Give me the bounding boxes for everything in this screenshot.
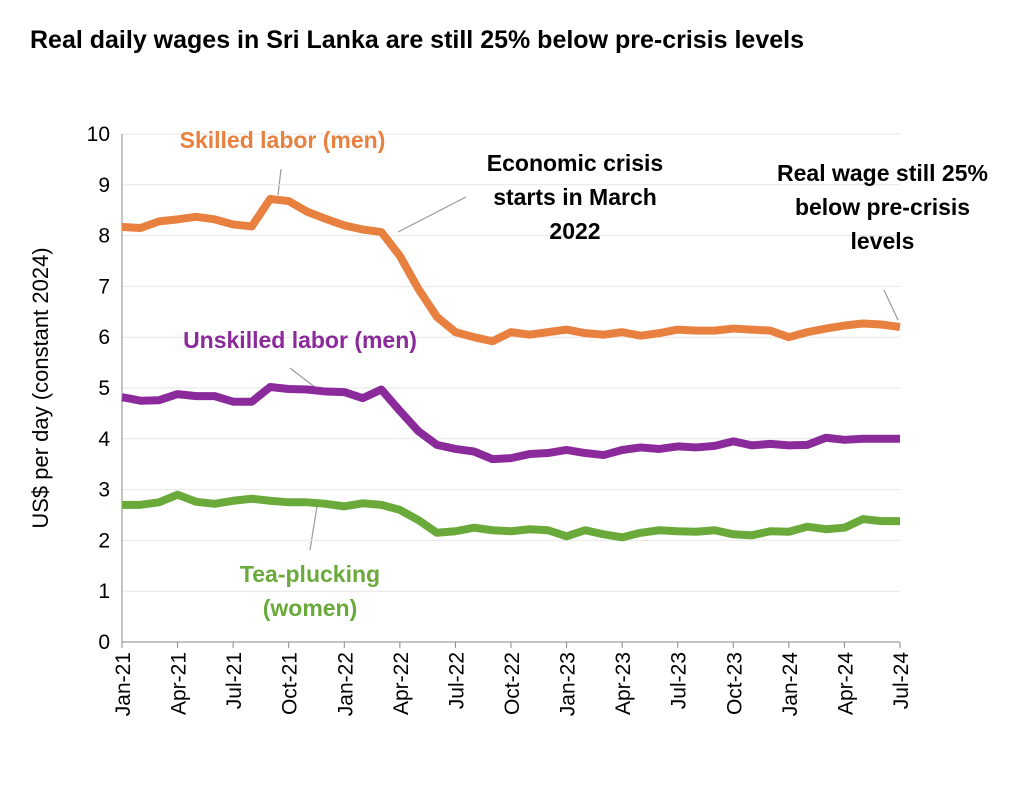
x-tick-label: Jan-23: [557, 652, 580, 716]
y-tick-label: 9: [98, 174, 110, 197]
series-label: Tea-plucking (women): [239, 561, 381, 621]
chart-title: Real daily wages in Sri Lanka are still …: [30, 26, 804, 54]
x-tick-label: Jul-21: [223, 652, 246, 709]
x-tick-label: Oct-23: [723, 652, 746, 715]
x-tick-label: Jul-23: [668, 652, 691, 709]
y-tick-label: 4: [98, 428, 110, 451]
x-tick-label: Jul-24: [890, 652, 913, 710]
y-tick-label: 1: [98, 580, 110, 603]
series-line: [122, 490, 900, 542]
leader-line: [309, 499, 319, 551]
series-label: Unskilled labor (men): [183, 327, 417, 353]
x-tick-label: Oct-21: [279, 652, 302, 715]
x-tick-label: Jan-21: [112, 652, 135, 716]
leader-line: [397, 196, 467, 233]
x-tick-label: Apr-24: [834, 652, 857, 715]
series-label: Skilled labor (men): [179, 127, 386, 153]
leader-line: [883, 289, 899, 321]
leader-lines: [277, 168, 899, 551]
x-tick-label: Apr-21: [168, 652, 191, 715]
leader-line: [277, 168, 282, 196]
x-tick-label: Apr-23: [612, 652, 635, 715]
y-axis-label: US$ per day (constant 2024): [28, 247, 53, 528]
y-tick-label: 5: [98, 377, 110, 400]
series-line: [121, 195, 901, 346]
annotation: Real wage still 25% below pre-crisis lev…: [777, 160, 988, 254]
y-tick-label: 7: [98, 275, 110, 298]
y-tick-label: 3: [98, 479, 110, 502]
x-tick-label: Apr-22: [390, 652, 413, 715]
x-tick-label: Jul-22: [445, 652, 468, 709]
x-tick-label: Jan-24: [779, 652, 802, 717]
annotation: Economic crisis starts in March 2022: [486, 150, 664, 244]
y-tick-label: 8: [98, 225, 110, 248]
leader-line: [289, 367, 317, 389]
y-tick-label: 2: [98, 529, 110, 552]
y-tick-label: 0: [98, 631, 110, 654]
y-tick-label: 10: [87, 123, 110, 146]
x-tick-label: Jan-22: [334, 652, 357, 716]
series-line: [121, 382, 900, 464]
y-tick-label: 6: [98, 326, 110, 349]
x-tick-label: Oct-22: [501, 652, 524, 715]
